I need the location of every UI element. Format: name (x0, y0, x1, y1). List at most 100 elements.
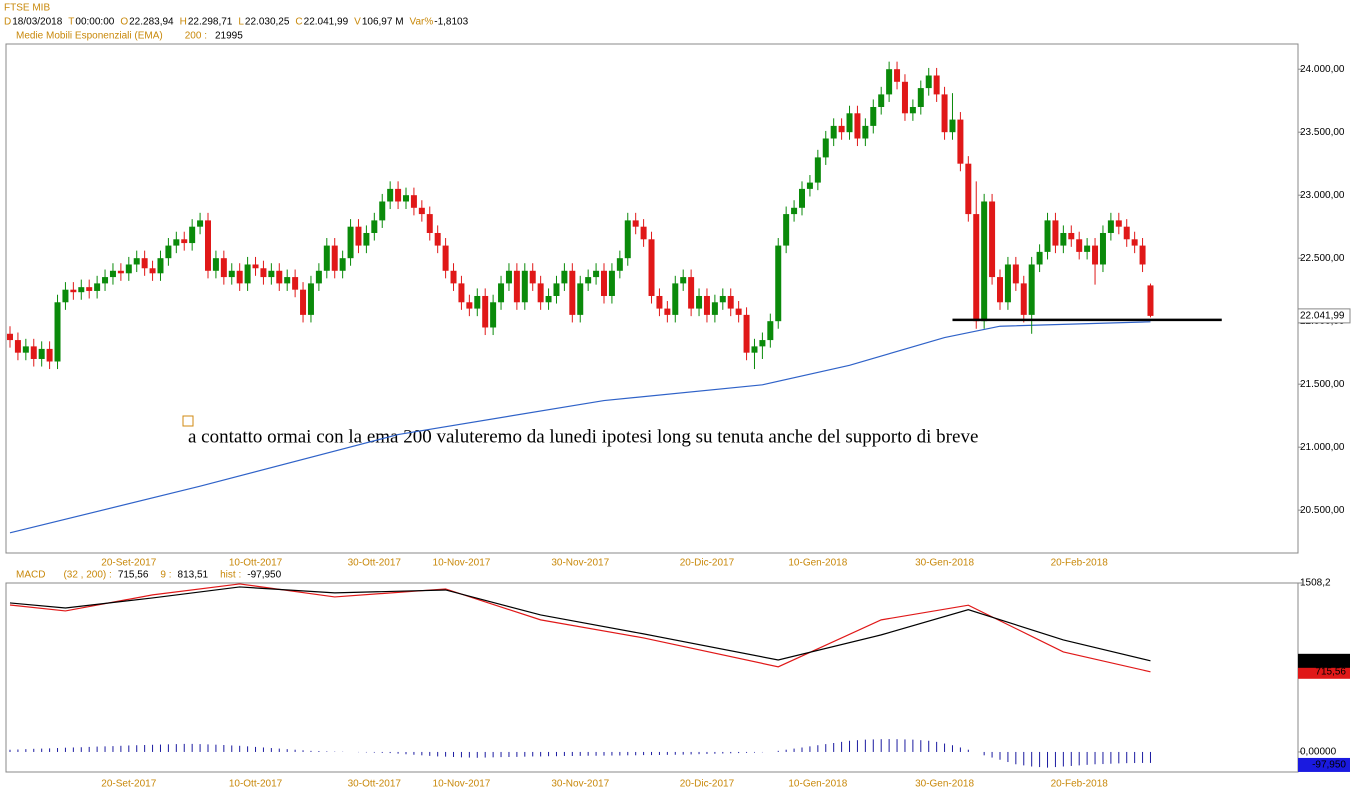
candle-body (244, 264, 251, 284)
candle-body (941, 94, 948, 133)
candle-body (117, 270, 124, 274)
candle-body (268, 270, 275, 278)
candle-body (933, 75, 940, 95)
candle-body (1131, 239, 1138, 246)
candle-body (719, 295, 726, 303)
macd-last-box (1298, 653, 1350, 668)
candle-body (1012, 264, 1019, 284)
macd-title: MACD (16, 570, 45, 581)
x-tick-label: 20-Set-2017 (101, 558, 156, 569)
candle-body (276, 270, 283, 284)
candle-body (593, 270, 600, 278)
candle-body (78, 287, 85, 293)
candle-body (886, 69, 893, 95)
candle-body (331, 245, 338, 271)
candle-body (1060, 232, 1067, 246)
y-tick-label: 23.500,00 (1300, 127, 1345, 138)
x-tick-label: 30-Nov-2017 (551, 779, 609, 790)
macd-line (9, 583, 1151, 673)
candle-body (561, 270, 568, 284)
x-tick-label: 10-Gen-2018 (788, 558, 847, 569)
y-tick-label: 21.500,00 (1300, 379, 1345, 390)
candle-body (997, 277, 1003, 303)
candle-body (862, 125, 869, 139)
macd-last-label: 813,51 (1315, 655, 1346, 666)
candle-body (252, 264, 259, 269)
candle-body (212, 258, 219, 271)
candle-body (521, 270, 528, 303)
candle-body (624, 220, 631, 259)
candle-body (458, 283, 465, 303)
candle-body (1115, 220, 1122, 227)
x-tick-label: 20-Dic-2017 (680, 558, 735, 569)
y-tick-label: 22.500,00 (1300, 253, 1345, 264)
header-key: V (354, 17, 361, 28)
last-price-box (1297, 308, 1351, 324)
candle-body (1052, 220, 1059, 246)
candle-body (656, 295, 663, 309)
candle-body (814, 157, 821, 183)
candle-body (54, 302, 61, 362)
candle-body (894, 69, 901, 82)
x-tick-label: 20-Feb-2018 (1051, 779, 1109, 790)
x-tick-label: 10-Nov-2017 (433, 558, 491, 569)
candle-body (925, 75, 932, 89)
y-tick-label: 24.000,00 (1300, 64, 1345, 75)
candle-body (220, 258, 227, 278)
candle-body (878, 94, 885, 107)
candle-body (466, 302, 473, 309)
candle-body (545, 295, 552, 303)
candle-body (38, 348, 45, 359)
header-key: C (295, 17, 302, 28)
candle-body (822, 138, 829, 158)
x-tick-label: 30-Nov-2017 (551, 558, 609, 569)
annotation-marker (182, 415, 194, 427)
candle-body (7, 333, 13, 341)
header-value: 22.283,94 (129, 17, 174, 28)
candle-body (403, 195, 409, 202)
y-tick-label: 20.500,00 (1300, 505, 1345, 516)
candle-body (727, 295, 734, 309)
candle-body (1084, 245, 1091, 252)
candle-body (680, 277, 687, 284)
candle-body (46, 348, 53, 362)
candle-body (577, 283, 584, 315)
candle-body (1044, 220, 1051, 252)
candle-body (260, 268, 267, 278)
x-tick-label: 20-Feb-2018 (1051, 558, 1109, 569)
candle-body (315, 270, 322, 284)
candle-body (22, 346, 29, 353)
candle-body (632, 220, 639, 227)
candle-body (125, 264, 132, 274)
candle-body (616, 258, 623, 271)
hist-last-label: -97,950 (1312, 760, 1346, 771)
x-tick-label: 10-Ott-2017 (229, 558, 283, 569)
candle-body (355, 226, 362, 246)
x-tick-label: 10-Nov-2017 (433, 779, 491, 790)
candle-body (189, 226, 196, 244)
hist-value: -97,950 (247, 570, 281, 581)
header-key: D (4, 17, 11, 28)
macd-name: (32 , 200) : (63, 570, 111, 581)
candle-body (799, 188, 805, 208)
ema-line (9, 321, 1151, 534)
candle-body (347, 226, 354, 259)
candle-body (601, 270, 607, 296)
hist-name: hist : (220, 570, 241, 581)
candle-body (1123, 226, 1130, 240)
last-price-label: 22.041,99 (1300, 311, 1345, 322)
candle-body (228, 270, 235, 278)
legend-period: 200 : (185, 31, 207, 42)
candle-body (379, 201, 386, 221)
macd-last-label: 715,56 (1315, 666, 1346, 677)
candle-body (870, 106, 877, 126)
candle-body (1092, 245, 1099, 265)
candle-body (949, 119, 956, 133)
y-tick-label: 0,00000 (1300, 747, 1337, 758)
candle-body (284, 277, 291, 284)
candle-body (181, 239, 188, 244)
candle-body (1107, 220, 1114, 233)
x-tick-label: 30-Gen-2018 (915, 558, 974, 569)
x-tick-label: 20-Dic-2017 (680, 779, 735, 790)
y-tick-label: 1508,2 (1300, 578, 1331, 589)
